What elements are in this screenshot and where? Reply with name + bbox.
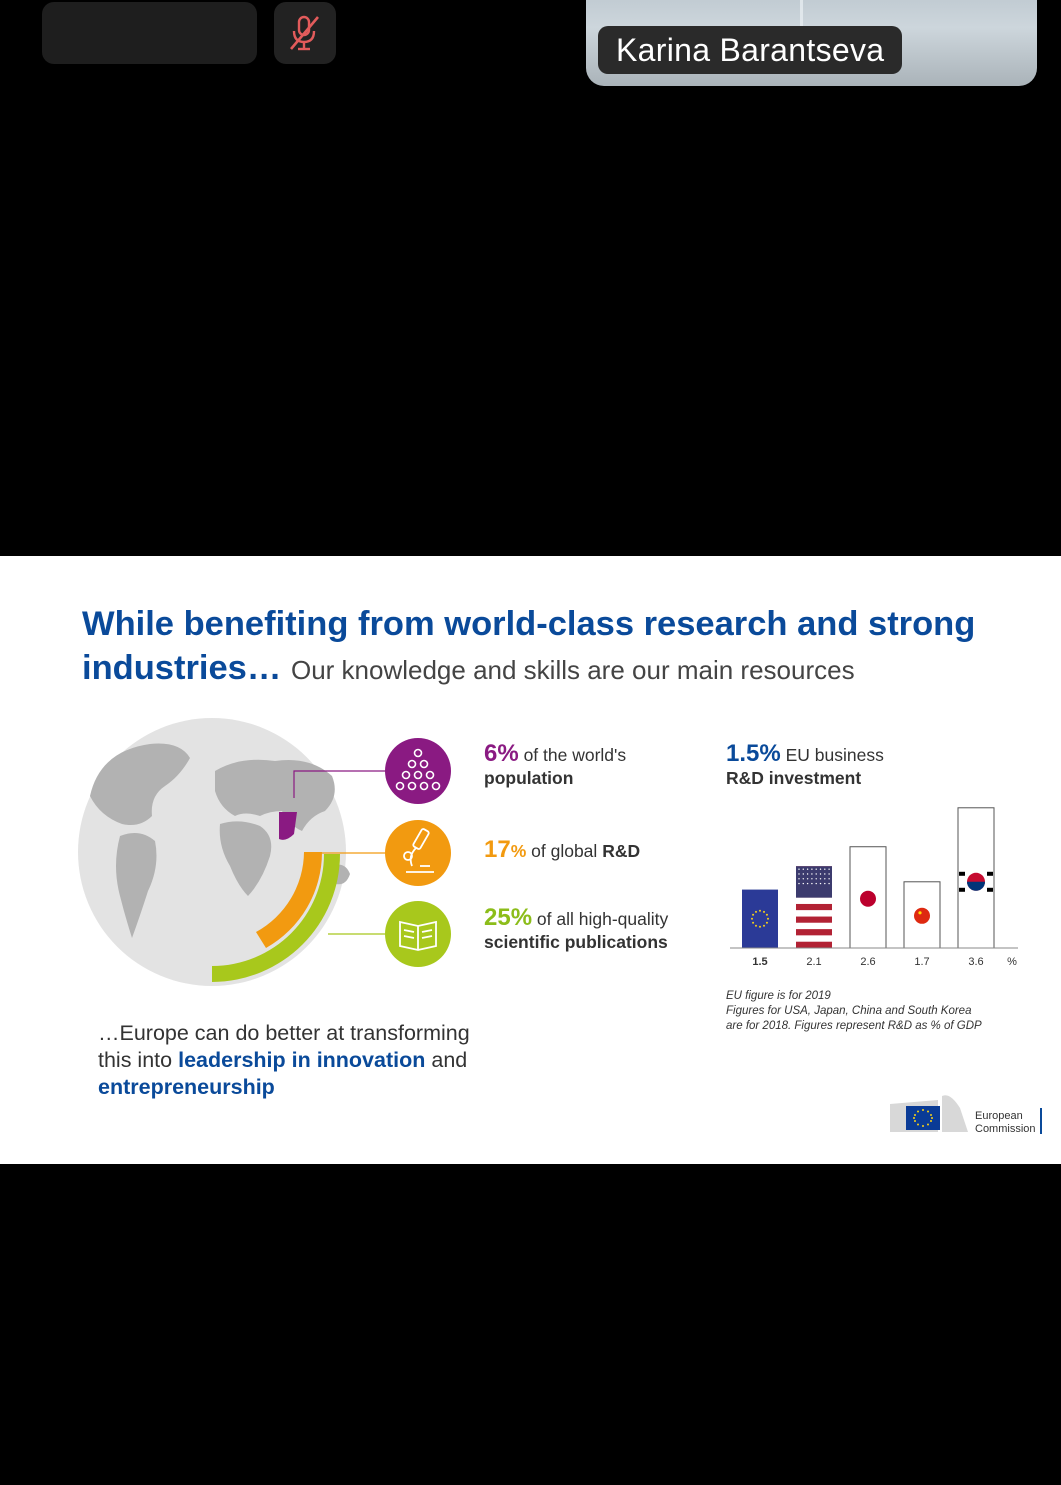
bar-value-label: 2.6 — [860, 956, 875, 968]
callout-mid: and — [431, 1048, 468, 1072]
ec-logo-line-2: Commission — [975, 1122, 1036, 1135]
ec-logo-bar — [1040, 1108, 1042, 1134]
bar-value-label: 2.1 — [806, 956, 821, 968]
chart-note-line-2: Figures for USA, Japan, China and South … — [726, 1005, 972, 1017]
ring-orange-17pct — [256, 852, 323, 948]
callout-text: …Europe can do better at transforming th… — [98, 1020, 498, 1101]
bar-south-korea: 3.6 — [957, 807, 995, 968]
japan-flag-disc — [860, 890, 876, 907]
chart-heading: 1.5% EU business R&D investment — [726, 742, 884, 790]
bar-usa: 2.1 — [796, 866, 832, 968]
eu-flag-bar — [742, 889, 778, 948]
chart-heading-bold: R&D investment — [726, 768, 862, 788]
shared-slide: While benefiting from world-class resear… — [0, 556, 1061, 1164]
stat-rd-unit: % — [510, 841, 527, 861]
stat-rd-bold: R&D — [602, 841, 641, 861]
stat-rd-value: 17 — [484, 836, 511, 863]
mic-toggle-button[interactable] — [274, 2, 336, 64]
stat-population-value: 6% — [484, 740, 519, 767]
stat-rd-text: of global — [531, 841, 598, 861]
people-pyramid-icon — [385, 738, 451, 804]
continents — [90, 743, 350, 938]
bar-value-label: 1.5 — [752, 956, 767, 968]
callout-bold-entrepreneurship: entrepreneurship — [98, 1075, 275, 1099]
european-commission-logo — [890, 1095, 968, 1132]
stat-population-bold: population — [484, 768, 574, 788]
ec-logo-text: European Commission — [975, 1110, 1036, 1135]
ring-green-25pct — [212, 854, 340, 982]
chart-note-line-3: are for 2018. Figures represent R&D as %… — [726, 1020, 982, 1032]
chart-note-line-1: EU figure is for 2019 — [726, 990, 831, 1002]
connector-purple — [293, 770, 386, 798]
bar-value-label: 1.7 — [914, 956, 929, 968]
chart-heading-value: 1.5% — [726, 740, 781, 767]
book-icon — [385, 901, 451, 967]
microscope-icon — [385, 820, 451, 886]
stat-population-text: of the world's — [523, 745, 627, 765]
bar-eu: 1.5 — [742, 889, 778, 968]
globe-infographic — [78, 718, 451, 986]
stat-population: 6% of the world's population — [484, 742, 626, 790]
bar-japan: 2.6 — [849, 846, 887, 968]
mic-off-icon — [290, 15, 319, 51]
bar-value-label: 3.6 — [968, 956, 983, 968]
chart-heading-text: EU business — [785, 745, 884, 765]
us-flag-canton — [796, 866, 832, 898]
stat-publications: 25% of all high-quality scientific publi… — [484, 906, 668, 954]
stat-publications-value: 25% — [484, 904, 533, 931]
self-video-tile[interactable] — [42, 2, 257, 64]
callout-bold-leadership: leadership in innovation — [178, 1048, 426, 1072]
stat-publications-text: of all high-quality — [536, 909, 669, 929]
bar-china: 1.7 — [903, 881, 941, 968]
slide-subtitle: Our knowledge and skills are our main re… — [290, 655, 855, 685]
callout-prefix: …Europe can do better at transforming th… — [98, 1021, 470, 1072]
participant-name-badge: Karina Barantseva — [598, 26, 903, 74]
stat-rd: 17% of global R&D — [484, 838, 640, 863]
ec-logo-line-1: European — [975, 1110, 1023, 1122]
rd-investment-chart: 1.5 2.1 2.6 1.7 3.6% — [730, 807, 1018, 968]
stat-publications-bold: scientific publications — [484, 932, 668, 952]
slide-title: While benefiting from world-class resear… — [82, 602, 1032, 692]
chart-footnote: EU figure is for 2019 Figures for USA, J… — [726, 989, 982, 1034]
ring-purple-6pct — [279, 812, 297, 840]
unit-label: % — [1007, 956, 1017, 968]
slide-title-bold: While benefiting from world-class resear… — [82, 605, 976, 687]
china-flag-disc — [914, 907, 930, 924]
